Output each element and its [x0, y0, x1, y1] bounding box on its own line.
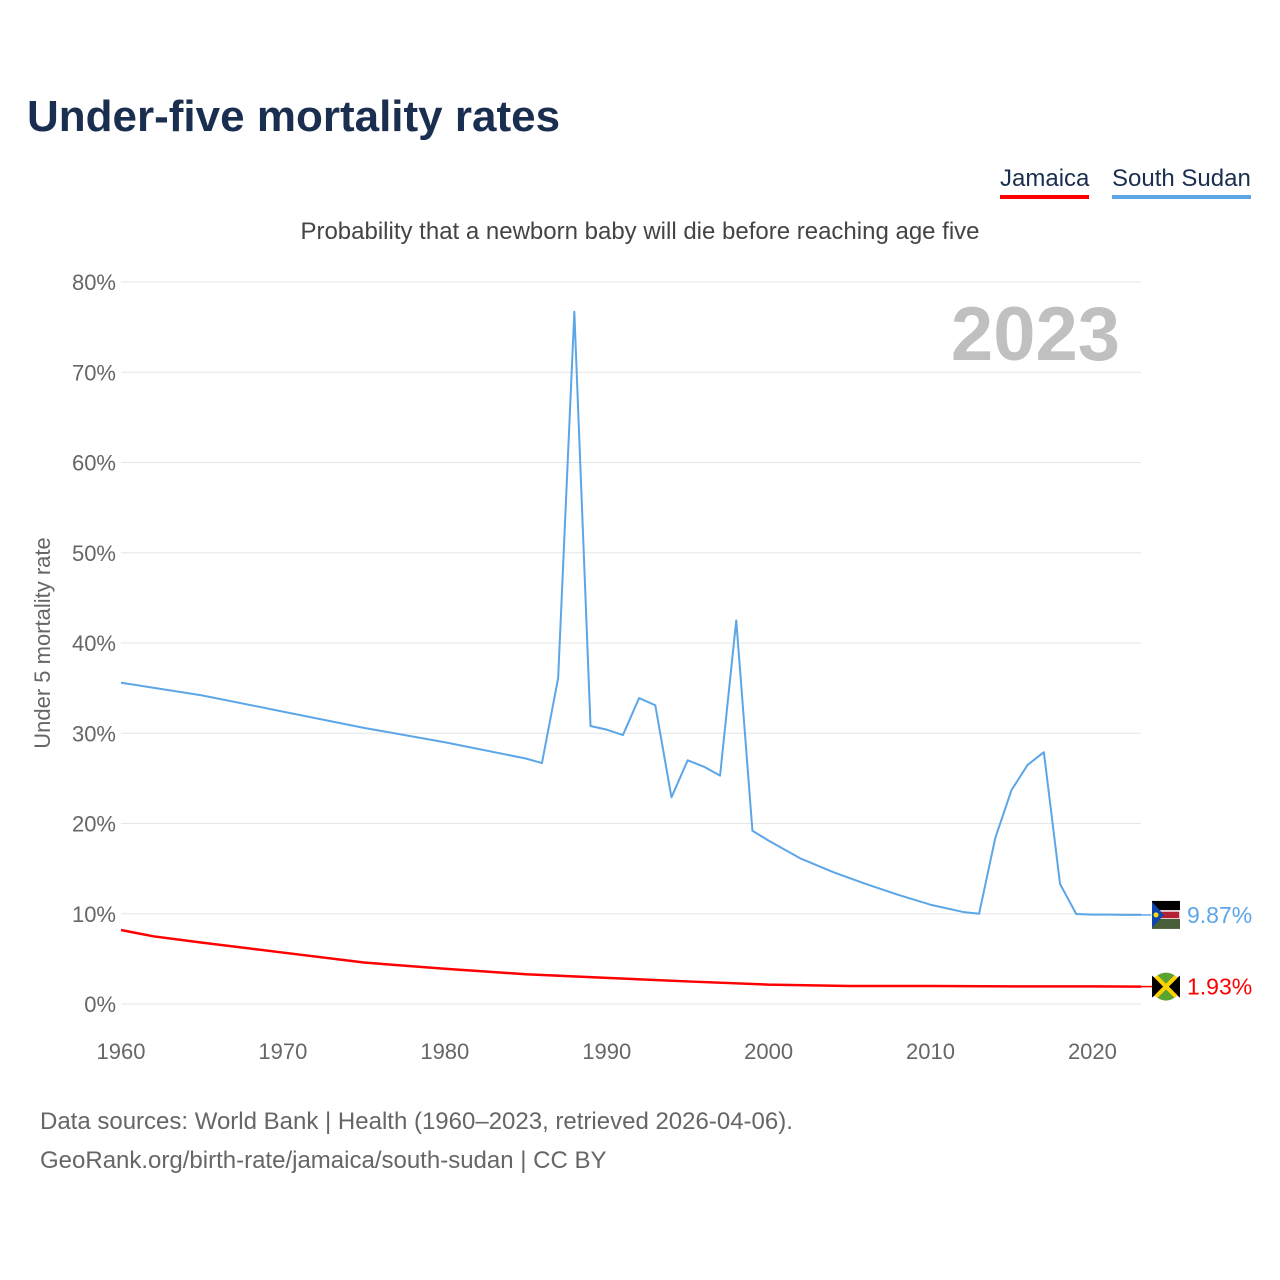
- chart-subtitle: Probability that a newborn baby will die…: [300, 218, 980, 245]
- x-tick-label: 2000: [744, 1039, 793, 1064]
- y-tick-label: 60%: [72, 451, 116, 476]
- x-tick-label: 2020: [1068, 1039, 1117, 1064]
- x-tick-label: 2010: [906, 1039, 955, 1064]
- y-axis-label: Under 5 mortality rate: [30, 537, 55, 749]
- y-tick-label: 10%: [72, 902, 116, 927]
- y-tick-label: 40%: [72, 631, 116, 656]
- south-sudan-flag-icon: [1153, 912, 1159, 918]
- south-sudan-flag-icon: [1152, 900, 1180, 911]
- x-tick-label: 1970: [258, 1039, 307, 1064]
- x-tick-label: 1990: [582, 1039, 631, 1064]
- jamaica-flag-icon: [1154, 975, 1178, 998]
- y-tick-label: 70%: [72, 360, 116, 385]
- y-tick-label: 20%: [72, 812, 116, 837]
- year-badge: 2023: [951, 292, 1120, 377]
- x-tick-label: 1960: [97, 1039, 146, 1064]
- chart-title: Under-five mortality rates: [27, 92, 561, 141]
- south-sudan-flag-icon: [1152, 918, 1180, 929]
- series-line-jamaica: [120, 928, 1142, 988]
- end-value-label: 1.93%: [1187, 974, 1252, 1000]
- y-tick-label: 80%: [72, 270, 116, 295]
- y-tick-label: 50%: [72, 541, 116, 566]
- x-tick-label: 1980: [420, 1039, 469, 1064]
- end-value-label: 9.87%: [1187, 902, 1252, 928]
- source-url[interactable]: GeoRank.org/birth-rate/jamaica/south-sud…: [40, 1147, 607, 1174]
- y-tick-label: 30%: [72, 721, 116, 746]
- series-line-south-sudan: [120, 310, 1141, 916]
- source-line: Data sources: World Bank | Health (1960–…: [40, 1108, 793, 1135]
- y-tick-label: 0%: [84, 992, 116, 1017]
- legend-south-sudan[interactable]: South Sudan: [1112, 165, 1251, 199]
- legend-jamaica[interactable]: Jamaica: [1000, 165, 1090, 199]
